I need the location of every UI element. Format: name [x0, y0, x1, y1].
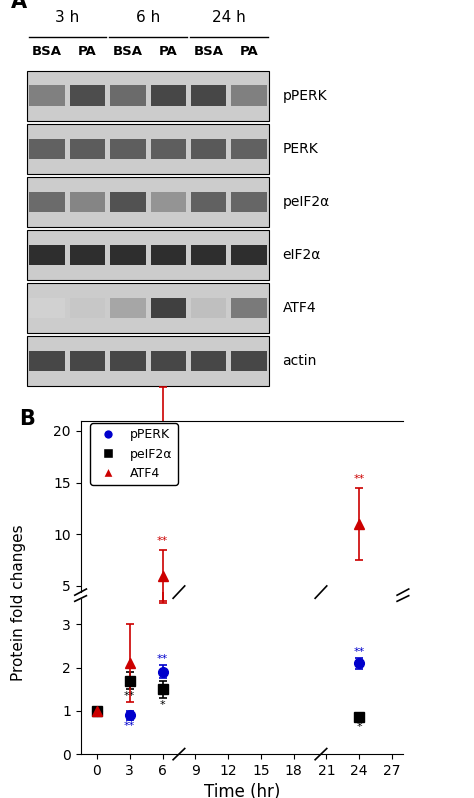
Text: Protein fold changes: Protein fold changes [11, 524, 27, 681]
Bar [27, 282, 269, 333]
Text: **: ** [354, 473, 365, 484]
Bar [110, 298, 146, 318]
Bar [231, 139, 267, 159]
Bar [29, 245, 65, 265]
Text: PERK: PERK [283, 141, 318, 156]
Text: BSA: BSA [32, 45, 62, 57]
Text: **: ** [157, 535, 168, 546]
Text: 3 h: 3 h [55, 10, 80, 26]
X-axis label: Time (hr): Time (hr) [203, 784, 280, 798]
Bar [151, 192, 186, 211]
Text: PA: PA [159, 45, 178, 57]
Text: peIF2α: peIF2α [283, 195, 330, 209]
Bar [231, 351, 267, 371]
Bar [151, 298, 186, 318]
Bar [191, 85, 227, 105]
Text: eIF2α: eIF2α [283, 247, 321, 262]
Bar [231, 192, 267, 211]
Bar [70, 192, 105, 211]
Text: **: ** [124, 691, 136, 701]
Bar [231, 298, 267, 318]
Text: **: ** [124, 721, 136, 731]
Text: BSA: BSA [194, 45, 224, 57]
Text: PA: PA [78, 45, 97, 57]
Bar [110, 139, 146, 159]
Bar [151, 351, 186, 371]
Bar [191, 192, 227, 211]
Text: actin: actin [283, 354, 317, 368]
Bar [29, 351, 65, 371]
Bar [27, 230, 269, 280]
Bar [70, 298, 105, 318]
Bar [27, 124, 269, 174]
Text: ATF4: ATF4 [283, 301, 316, 315]
Bar [29, 192, 65, 211]
Text: A: A [10, 0, 27, 12]
Bar [110, 245, 146, 265]
Bar [29, 85, 65, 105]
Bar [110, 351, 146, 371]
Bar [191, 245, 227, 265]
Text: pPERK: pPERK [283, 89, 327, 103]
Bar [151, 245, 186, 265]
Bar [191, 298, 227, 318]
Bar [70, 351, 105, 371]
Text: BSA: BSA [113, 45, 143, 57]
Bar [231, 85, 267, 105]
Bar [151, 139, 186, 159]
Bar [27, 336, 269, 386]
Legend: pPERK, peIF2α, ATF4: pPERK, peIF2α, ATF4 [90, 424, 178, 485]
Text: PA: PA [240, 45, 258, 57]
Bar [27, 176, 269, 227]
Text: **: ** [157, 654, 168, 664]
Bar [231, 245, 267, 265]
Text: *: * [160, 700, 165, 710]
Text: B: B [19, 409, 35, 429]
Bar [70, 245, 105, 265]
Bar [29, 298, 65, 318]
Bar [110, 192, 146, 211]
Bar [27, 70, 269, 120]
Bar [70, 85, 105, 105]
Bar [70, 139, 105, 159]
Bar [191, 139, 227, 159]
Bar [191, 351, 227, 371]
Text: *: * [356, 721, 362, 732]
Text: **: ** [354, 647, 365, 657]
Text: 24 h: 24 h [212, 10, 246, 26]
Bar [151, 85, 186, 105]
Text: 6 h: 6 h [136, 10, 160, 26]
Bar [110, 85, 146, 105]
Bar [29, 139, 65, 159]
